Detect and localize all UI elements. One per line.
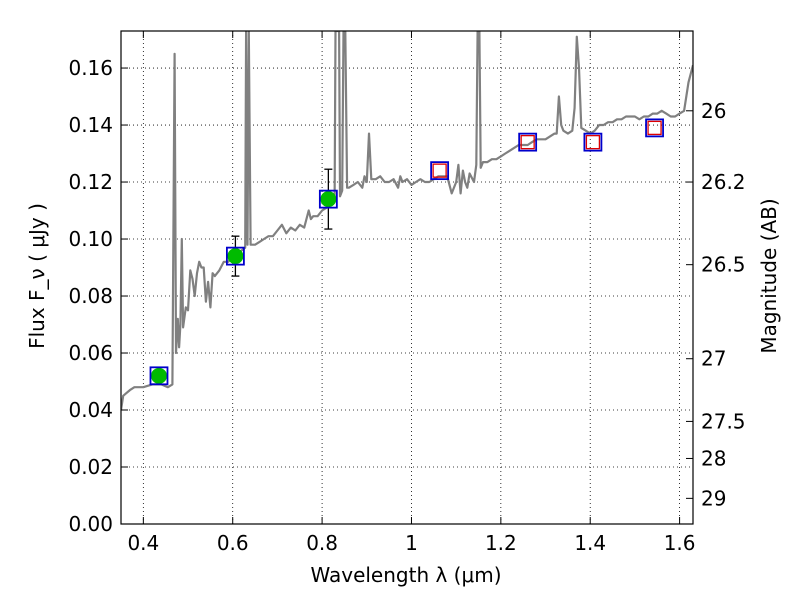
observed-square-marker	[585, 134, 601, 150]
spectrum-line	[121, 31, 693, 411]
spectrum-layer	[121, 31, 693, 411]
right-axis-label: Magnitude (AB)	[757, 198, 781, 353]
right-axis-ticks: 26 26.2 26.5 27 27.5 28 29	[686, 99, 746, 510]
gridlines	[121, 31, 693, 525]
model-square-marker	[225, 246, 245, 266]
model-square-marker	[318, 189, 338, 209]
x-tick-label: 1.6	[664, 531, 696, 555]
x-tick-label: 1.4	[574, 531, 606, 555]
detection-circle-marker	[150, 367, 167, 384]
y-axis-label: Flux F_ν ( μJy )	[25, 203, 49, 349]
model-square-marker	[430, 161, 450, 181]
model-square-marker	[149, 366, 169, 386]
x-tick-label: 0.4	[127, 531, 159, 555]
observed-square-marker	[432, 163, 447, 178]
detection-circle-marker	[227, 248, 244, 265]
model-square-marker	[518, 132, 538, 152]
x-tick-label: 0.6	[217, 531, 249, 555]
y-tick-label: 0.14	[68, 113, 113, 137]
x-tick-label: 1	[405, 531, 418, 555]
y-tick-label: 0.16	[68, 56, 113, 80]
right-tick-label: 26.5	[701, 253, 746, 277]
detection-circle-marker	[320, 191, 337, 208]
y-tick-label: 0.02	[68, 455, 113, 479]
right-tick-label: 28	[701, 446, 726, 470]
observed-square-marker	[520, 134, 535, 150]
model-square-marker	[583, 132, 603, 152]
y-tick-label: 0.04	[68, 398, 113, 422]
y-tick-label: 0.06	[68, 341, 113, 365]
x-axis-label: Wavelength λ (μm)	[310, 563, 501, 587]
y-tick-label: 0.00	[68, 512, 113, 536]
right-tick-label: 26.2	[701, 170, 746, 194]
y-tick-label: 0.08	[68, 284, 113, 308]
observed-square-marker	[647, 120, 662, 136]
right-tick-label: 27.5	[701, 409, 746, 433]
right-tick-label: 27	[701, 347, 726, 371]
right-tick-label: 29	[701, 486, 726, 510]
x-axis-ticks: 0.4 0.6 0.8 1 1.2 1.4 1.6	[127, 31, 696, 555]
plot-frame	[120, 30, 694, 525]
right-tick-label: 26	[701, 99, 726, 123]
model-square-marker	[645, 118, 664, 138]
x-tick-label: 1.2	[485, 531, 517, 555]
y-axis-ticks: 0.00 0.02 0.04 0.06 0.08 0.10 0.12 0.14 0.16	[68, 56, 128, 536]
markers	[149, 118, 664, 386]
y-tick-label: 0.12	[68, 170, 113, 194]
x-tick-label: 0.8	[306, 531, 338, 555]
y-tick-label: 0.10	[68, 227, 113, 251]
